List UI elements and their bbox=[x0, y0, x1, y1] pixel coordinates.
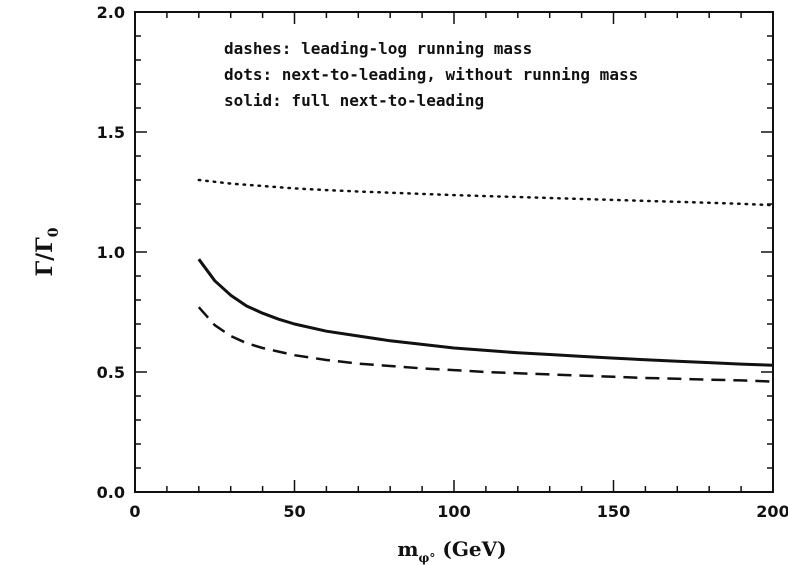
x-tick-label: 150 bbox=[597, 502, 630, 521]
x-axis-title: mφ° (GeV) bbox=[397, 537, 506, 565]
y-axis-title-main: Γ/Γ bbox=[32, 237, 58, 277]
y-tick-label: 0.0 bbox=[97, 483, 125, 502]
y-tick-label: 1.0 bbox=[97, 243, 125, 262]
legend-entry-dots: dots: next-to-leading, without running m… bbox=[224, 65, 638, 84]
y-tick-label: 1.5 bbox=[97, 123, 125, 142]
y-tick-label: 0.5 bbox=[97, 363, 125, 382]
x-axis-title-subscript: φ° bbox=[419, 551, 436, 565]
x-axis-title-main: m bbox=[397, 537, 418, 561]
x-tick-label: 0 bbox=[129, 502, 140, 521]
y-axis-title: Γ/Γ0 bbox=[32, 227, 62, 276]
legend: dashes: leading-log running mass dots: n… bbox=[224, 39, 638, 110]
series-line-dashed bbox=[197, 306, 774, 383]
axis-ticks bbox=[134, 11, 774, 493]
x-tick-label: 50 bbox=[283, 502, 305, 521]
data-series bbox=[197, 178, 775, 383]
y-tick-label: 2.0 bbox=[97, 3, 125, 22]
axis-tick-labels: 0 50 100 150 200 0.0 0.5 1.0 1.5 2.0 bbox=[97, 3, 788, 521]
series-line-dotted bbox=[197, 178, 775, 207]
plot-frame bbox=[134, 11, 774, 493]
x-tick-label: 200 bbox=[756, 502, 788, 521]
legend-entry-solid: solid: full next-to-leading bbox=[224, 91, 484, 110]
legend-entry-dashes: dashes: leading-log running mass bbox=[224, 39, 532, 58]
x-axis-title-unit: (GeV) bbox=[435, 537, 506, 561]
series-line-solid bbox=[197, 258, 774, 367]
y-axis-title-subscript: 0 bbox=[46, 227, 62, 237]
x-tick-label: 100 bbox=[437, 502, 470, 521]
